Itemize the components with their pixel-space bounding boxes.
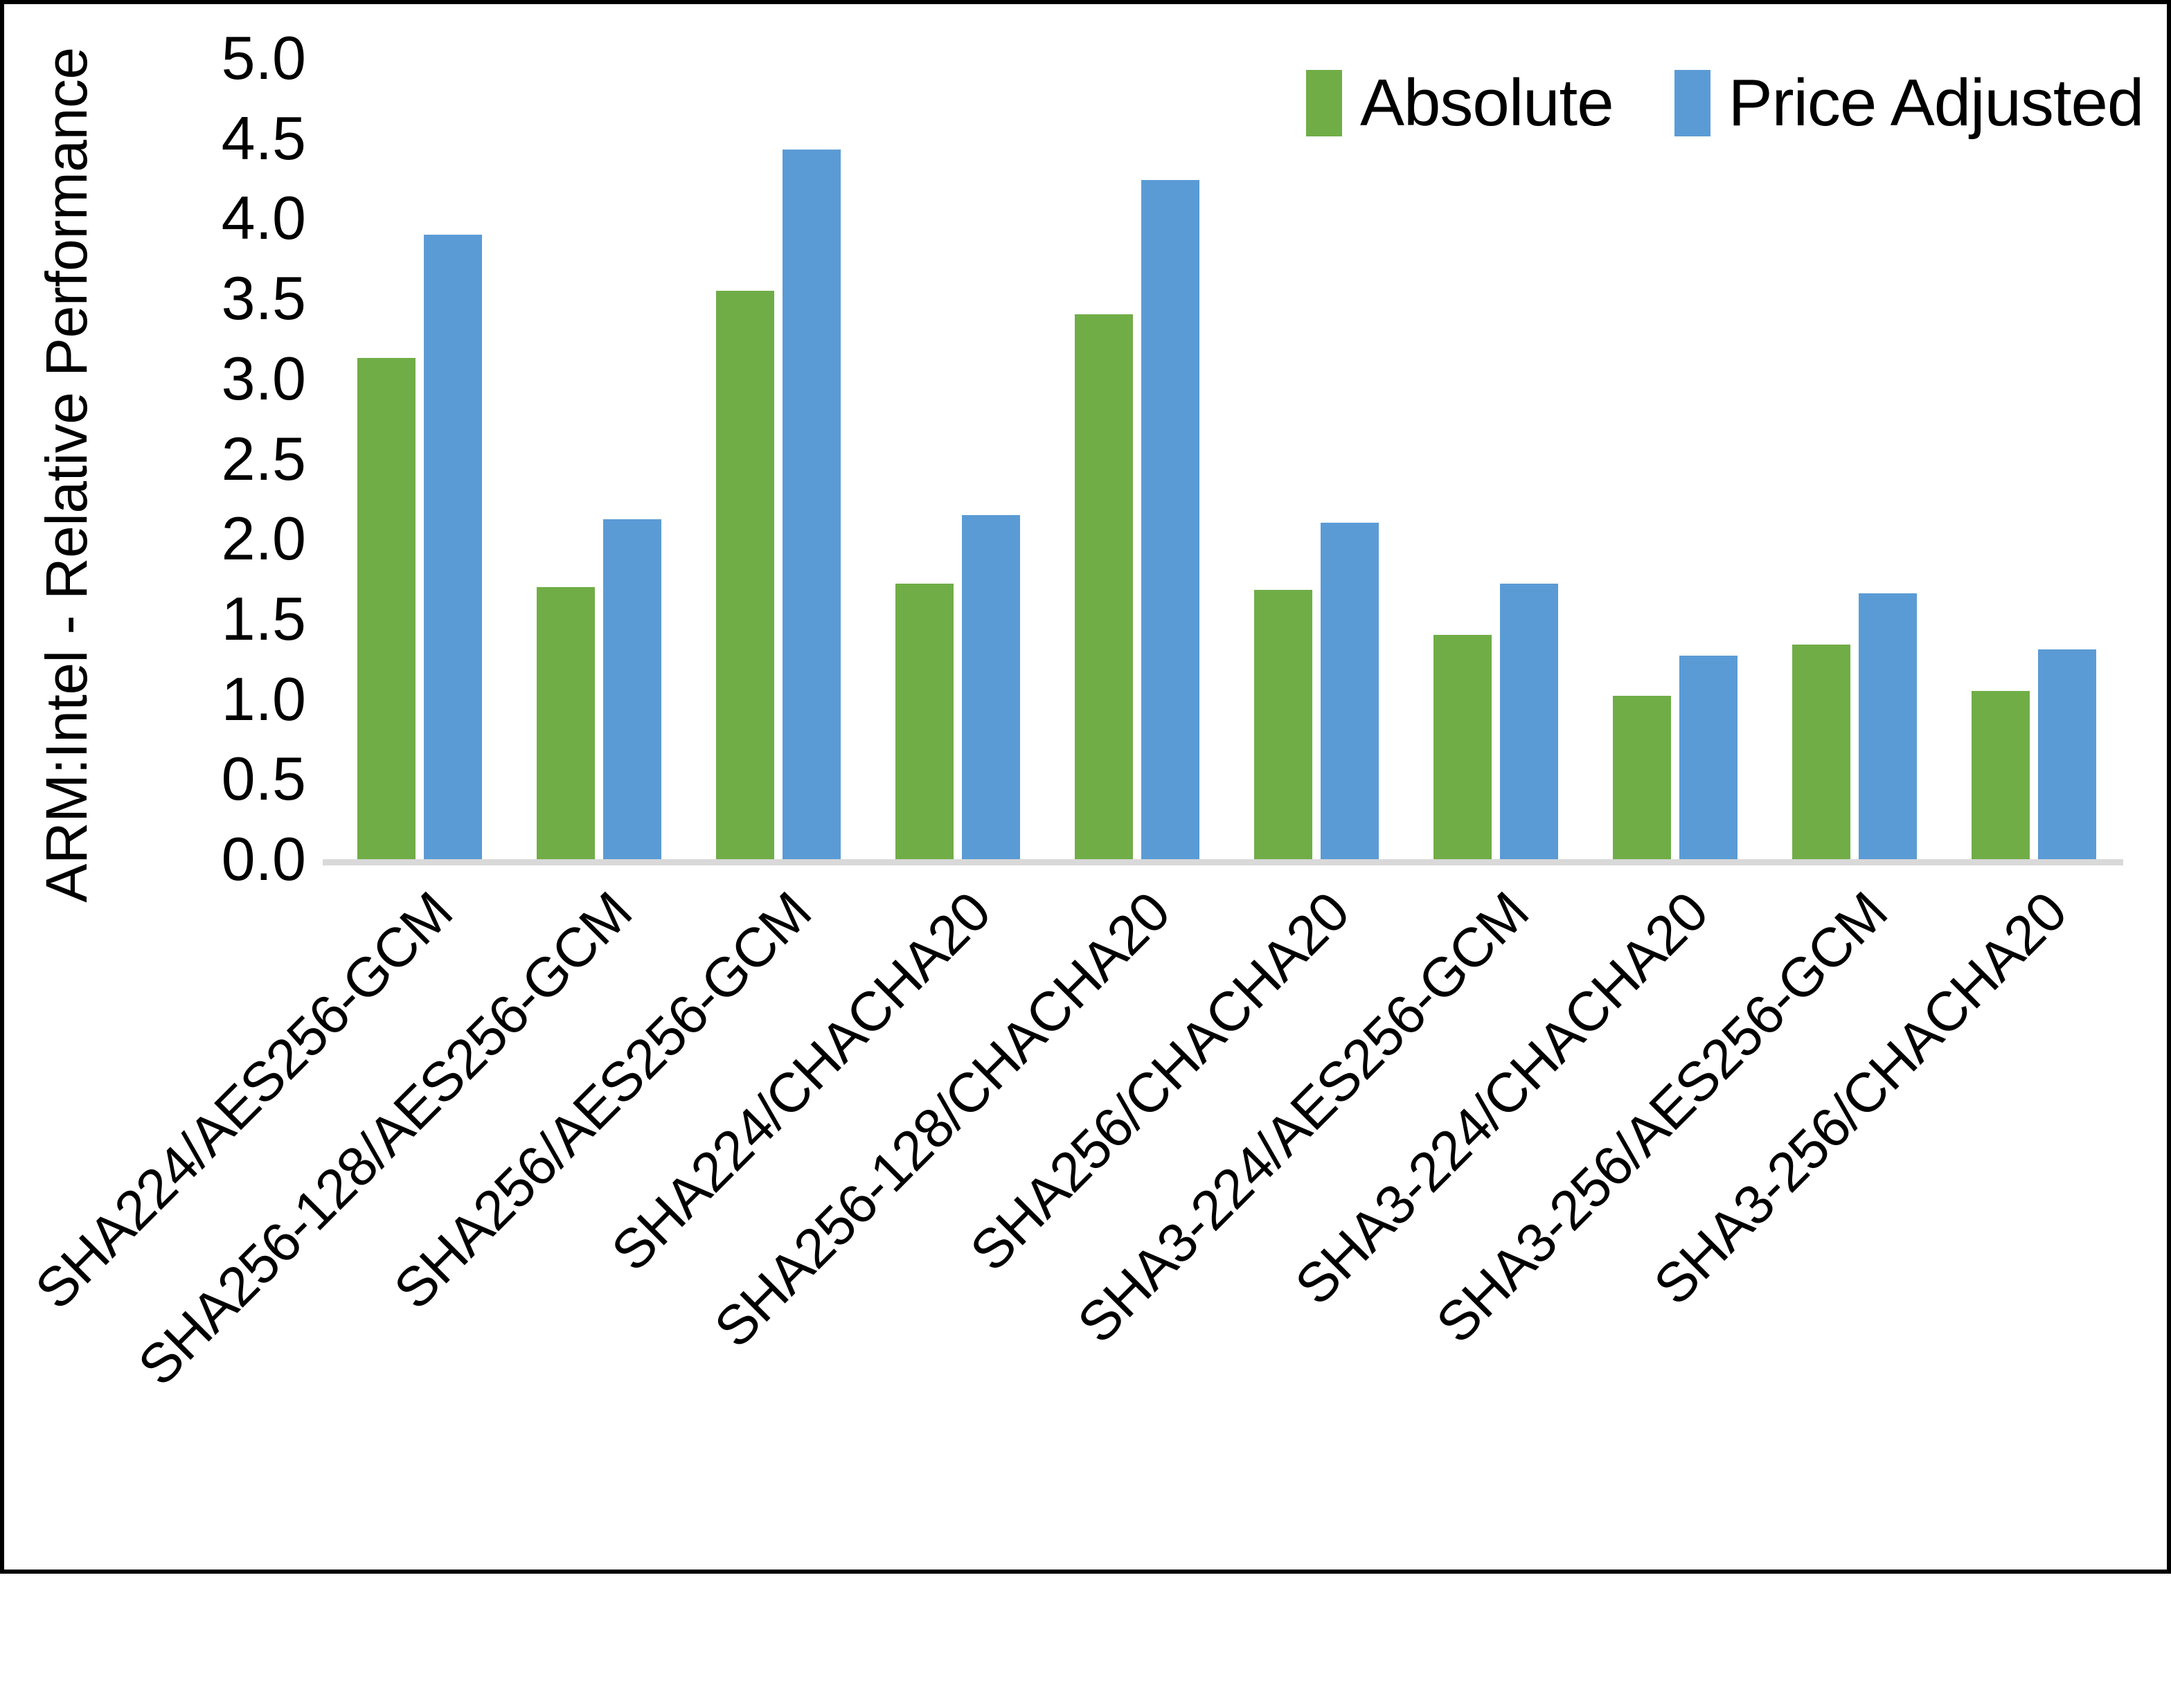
bar-price-adjusted[interactable]	[1858, 593, 1917, 859]
x-axis-category-label: SHA256-128/CHACHA20	[702, 880, 1181, 1359]
y-axis-tick-label: 1.0	[221, 664, 306, 733]
bar-absolute[interactable]	[536, 586, 595, 859]
y-axis-tick-label: 4.5	[221, 103, 306, 172]
y-axis-tick-labels: 5.0 4.5 4.0 3.5 3.0 2.5 2.0 1.5 1.0 0.5 0.0	[129, 4, 323, 1578]
bar-group	[688, 58, 868, 859]
bar-absolute[interactable]	[357, 357, 416, 859]
bar-absolute[interactable]	[715, 290, 774, 859]
y-axis-tick-label: 0.0	[221, 825, 306, 893]
chart-legend: Absolute Price Adjusted	[1306, 65, 2144, 141]
y-axis-title: ARM:Intel - Relative Performance	[33, 47, 99, 903]
bar-absolute[interactable]	[1612, 695, 1671, 859]
bar-price-adjusted[interactable]	[1679, 656, 1737, 859]
legend-swatch-icon	[1306, 70, 1342, 136]
y-axis-tick-label: 4.0	[221, 183, 306, 253]
bar-price-adjusted[interactable]	[1499, 584, 1558, 859]
bar-price-adjusted[interactable]	[423, 234, 482, 859]
bar-group	[1585, 58, 1765, 859]
y-axis-tick-label: 3.0	[221, 343, 306, 413]
x-axis-category-label: SHA256/AES256-GCM	[382, 880, 823, 1321]
y-axis-tick-label: 5.0	[221, 24, 306, 92]
bar-group	[1047, 58, 1226, 859]
y-axis-tick-label: 1.5	[221, 584, 306, 653]
bar-group	[1765, 58, 1944, 859]
bar-absolute[interactable]	[895, 584, 954, 859]
bar-absolute[interactable]	[1792, 644, 1850, 859]
bar-price-adjusted[interactable]	[602, 519, 661, 859]
bar-price-adjusted[interactable]	[782, 149, 841, 859]
bar-group	[330, 58, 509, 859]
bar-price-adjusted[interactable]	[2037, 649, 2096, 859]
x-axis-category-label: SHA3-224/CHACHA20	[1283, 880, 1719, 1317]
bar-group	[509, 58, 688, 859]
y-axis-tick-label: 0.5	[221, 744, 306, 813]
x-axis-category-label: SHA3-224/AES256-GCM	[1065, 880, 1540, 1355]
legend-entry[interactable]: Price Adjusted	[1674, 65, 2144, 141]
bar-group	[1406, 58, 1585, 859]
bar-group	[868, 58, 1047, 859]
bar-price-adjusted[interactable]	[961, 514, 1020, 859]
bar-price-adjusted[interactable]	[1141, 179, 1199, 859]
bar-absolute[interactable]	[1074, 314, 1133, 859]
bar-price-adjusted[interactable]	[1320, 523, 1379, 859]
x-axis-category-label: SHA3-256/AES256-GCM	[1424, 880, 1899, 1355]
bar-absolute[interactable]	[1433, 635, 1492, 859]
legend-entry[interactable]: Absolute	[1306, 65, 1614, 141]
plot-area	[323, 58, 2123, 865]
legend-label: Price Adjusted	[1728, 66, 2145, 140]
bar-absolute[interactable]	[1971, 691, 2030, 859]
x-axis-category-label: SHA256/CHACHA20	[958, 880, 1361, 1283]
chart-figure-frame: ARM:Intel - Relative Performance 5.0 4.5 4…	[0, 0, 2171, 1574]
bar-absolute[interactable]	[1253, 590, 1312, 859]
bar-group	[1944, 58, 2123, 859]
x-axis-category-label: SHA3-256/CHACHA20	[1641, 880, 2078, 1317]
bar-group	[1226, 58, 1406, 859]
legend-swatch-icon	[1674, 70, 1710, 136]
legend-label: Absolute	[1360, 66, 1614, 140]
x-axis-baseline	[323, 859, 2123, 865]
y-axis-tick-label: 3.5	[221, 264, 306, 333]
y-axis-tick-label: 2.5	[221, 424, 306, 493]
y-axis-tick-label: 2.0	[221, 504, 306, 573]
